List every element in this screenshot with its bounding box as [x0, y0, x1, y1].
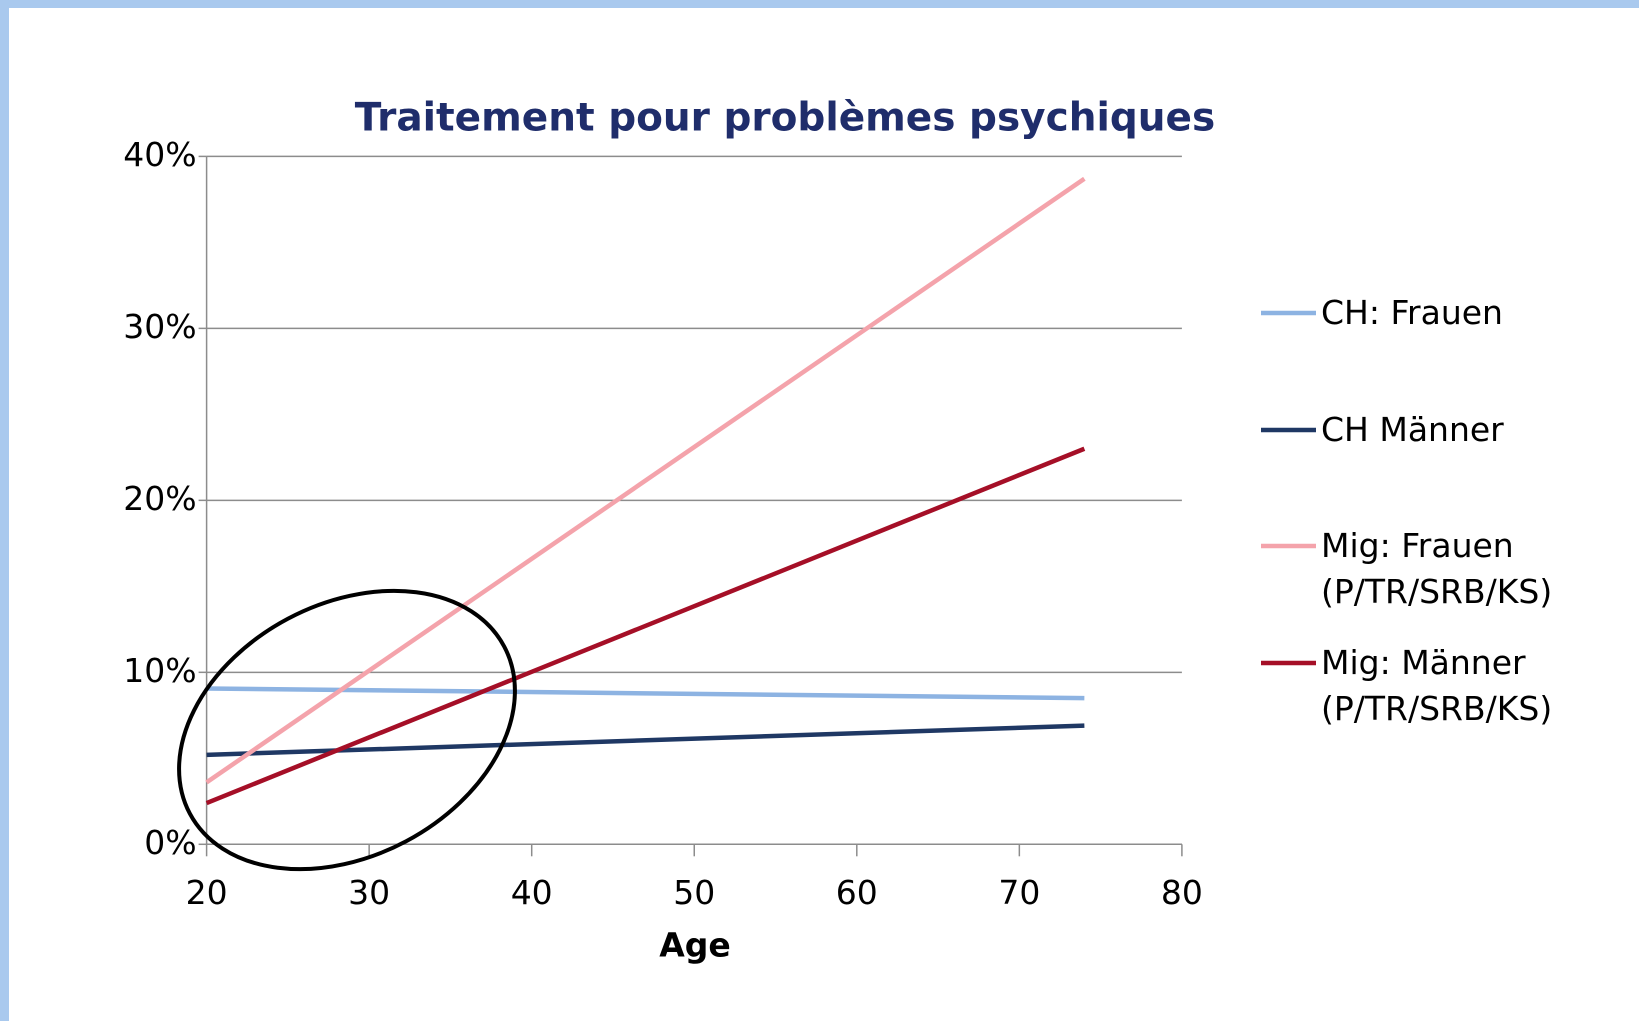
series-line: [206, 686, 1085, 701]
y-tick-label: 10%: [123, 651, 196, 690]
chart-title: Traitement pour problèmes psychiques: [355, 96, 1215, 141]
legend-label: CH: Frauen: [1321, 293, 1503, 332]
x-tick-label: 70: [998, 873, 1040, 912]
legend-label: CH Männer: [1321, 410, 1504, 449]
series-line: [206, 723, 1085, 758]
x-tick-label: 60: [836, 873, 878, 912]
x-axis-label: Age: [659, 926, 731, 965]
x-tick-label: 20: [186, 873, 228, 912]
x-tick-label: 80: [1161, 873, 1203, 912]
y-tick-label: 30%: [123, 307, 196, 346]
x-tick-label: 30: [348, 873, 390, 912]
annotation-ellipse: [177, 588, 517, 872]
y-tick-label: 40%: [123, 135, 196, 174]
y-tick-label: 20%: [123, 479, 196, 518]
y-tick-label: 0%: [144, 823, 196, 862]
x-tick-label: 50: [673, 873, 715, 912]
chart: Traitement pour problèmes psychiques Age…: [123, 96, 1316, 965]
series-line: [205, 446, 1086, 806]
legend-label: Mig: Frauen (P/TR/SRB/KS): [1321, 526, 1553, 611]
x-tick-label: 40: [511, 873, 553, 912]
series-line: [205, 176, 1086, 785]
legend-label: Mig: Männer (P/TR/SRB/KS): [1321, 643, 1553, 728]
